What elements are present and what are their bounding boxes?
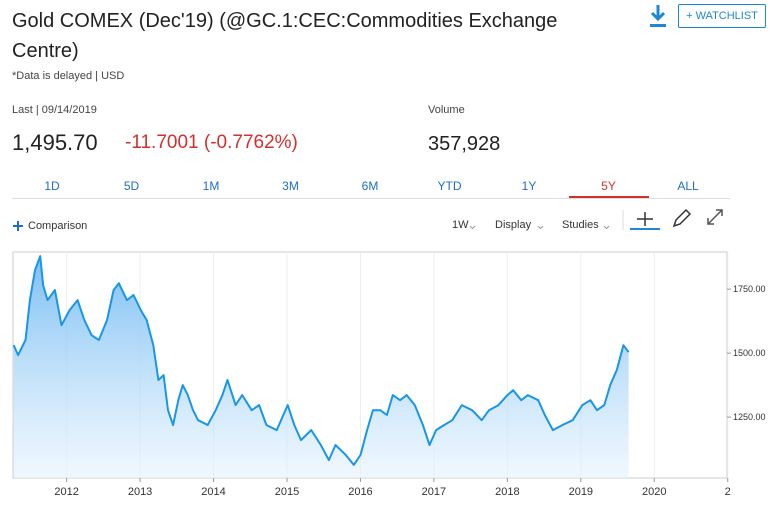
y-tick-label: 1750.00 bbox=[733, 284, 766, 294]
x-tick-label: 2019 bbox=[569, 486, 593, 498]
title: Gold COMEX (Dec'19) (@GC.1:CEC:Commoditi… bbox=[12, 10, 558, 62]
price-change: -11.7001 (-0.7762%) bbox=[125, 132, 298, 153]
last-label: Last | 09/14/2019 bbox=[12, 104, 97, 116]
range-tab[interactable]: 5D bbox=[123, 179, 140, 193]
x-tick-label: 2014 bbox=[201, 486, 225, 498]
range-tab[interactable]: ALL bbox=[677, 179, 699, 193]
range-tab[interactable]: 1D bbox=[44, 179, 60, 193]
x-tick-label: 2015 bbox=[275, 486, 299, 498]
range-tab[interactable]: YTD bbox=[437, 179, 462, 193]
delay-note: *Data is delayed | USD bbox=[12, 70, 125, 82]
range-tab[interactable]: 5Y bbox=[568, 176, 649, 198]
volume-label: Volume bbox=[428, 104, 465, 116]
range-tabs: 1D 5D 1M 3M 6M YTD 1Y 5Y ALL bbox=[12, 176, 730, 199]
volume: 357,928 bbox=[428, 133, 501, 155]
x-tick-label: 2016 bbox=[348, 486, 372, 498]
price-area bbox=[13, 256, 629, 478]
x-tick-label: 2013 bbox=[128, 486, 152, 498]
x-tick-label: 2 bbox=[725, 486, 731, 498]
x-tick-label: 2020 bbox=[642, 486, 666, 498]
display-button[interactable]: Display bbox=[495, 219, 532, 231]
y-tick-label: 1500.00 bbox=[733, 348, 766, 358]
download-icon[interactable] bbox=[648, 4, 668, 28]
range-tab[interactable]: 1Y bbox=[521, 179, 537, 193]
range-tab[interactable]: 3M bbox=[282, 179, 299, 193]
range-tab[interactable]: 6M bbox=[361, 179, 379, 193]
range-tab[interactable]: 1M bbox=[202, 179, 220, 193]
studies-button[interactable]: Studies bbox=[562, 219, 599, 231]
watchlist-button[interactable]: + WATCHLIST bbox=[678, 4, 766, 28]
toolbar-icons bbox=[469, 208, 723, 230]
y-tick-label: 1250.00 bbox=[733, 412, 766, 422]
interval-button[interactable]: 1W bbox=[452, 219, 469, 231]
last-price: 1,495.70 bbox=[12, 130, 98, 155]
x-tick-label: 2018 bbox=[495, 486, 519, 498]
x-tick-label: 2012 bbox=[54, 486, 78, 498]
comparison-button[interactable]: Comparison bbox=[28, 220, 88, 232]
plus-icon bbox=[13, 221, 23, 231]
x-tick-label: 2017 bbox=[422, 486, 446, 498]
price-line bbox=[12, 255, 630, 466]
